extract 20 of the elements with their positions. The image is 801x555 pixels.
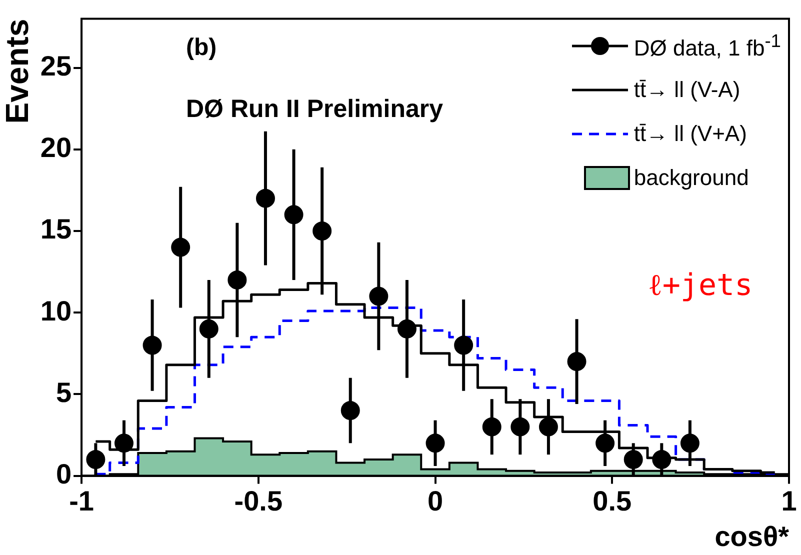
x-tick-label: 0.5 (592, 485, 632, 516)
x-tick-label: -0.5 (234, 485, 283, 516)
y-tick-label: 20 (40, 132, 72, 164)
y-axis-title: Events (0, 18, 36, 124)
annotation: ℓ+jets (648, 268, 753, 303)
x-tick-label: -1 (69, 485, 94, 516)
y-tick-label: 25 (40, 50, 72, 82)
legend-label: tt̄→ ll (V+A) (634, 121, 747, 147)
annotation: DØ Run II Preliminary (186, 95, 444, 124)
legend-label: background (634, 165, 749, 191)
x-tick-label: 0 (427, 485, 444, 516)
y-tick-label: 15 (40, 214, 72, 245)
x-axis-title: cosθ* (714, 520, 790, 552)
legend-label: tt̄→ ll (V-A) (634, 77, 740, 103)
annotation: (b) (186, 34, 217, 62)
y-tick-label: 5 (56, 376, 72, 408)
y-tick-label: 0 (56, 458, 72, 490)
y-tick-label: 10 (40, 295, 72, 326)
x-tick-label: 1 (781, 485, 797, 516)
legend-label: DØ data, 1 fb$^{-1}$ (634, 30, 781, 62)
